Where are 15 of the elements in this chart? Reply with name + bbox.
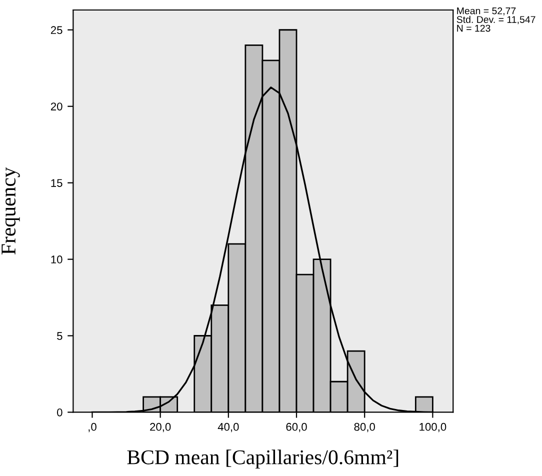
y-tick-label: 0 — [57, 408, 62, 416]
y-tick-label: 20 — [50, 102, 62, 110]
x-axis-title: BCD mean [Capillaries/0.6mm²] — [127, 450, 398, 469]
y-tick-label: 10 — [51, 256, 62, 264]
text: Mean = 52,77 Std. Dev. = 11,547 N = 123 — [456, 7, 536, 32]
x-tick-label: 80,0 — [354, 422, 375, 432]
x-tick-label: 20,0 — [150, 422, 171, 432]
y-tick-label: 25 — [50, 26, 62, 34]
y-tick-label: 15 — [51, 179, 62, 187]
x-tick-label: 60,0 — [286, 422, 307, 432]
x-tick-label: 100,0 — [420, 422, 446, 432]
y-tick-label: 5 — [57, 332, 62, 340]
y-axis-title: Frequency — [2, 167, 20, 254]
x-tick-label: ,0 — [88, 422, 96, 432]
x-tick-label: 40,0 — [218, 422, 239, 432]
